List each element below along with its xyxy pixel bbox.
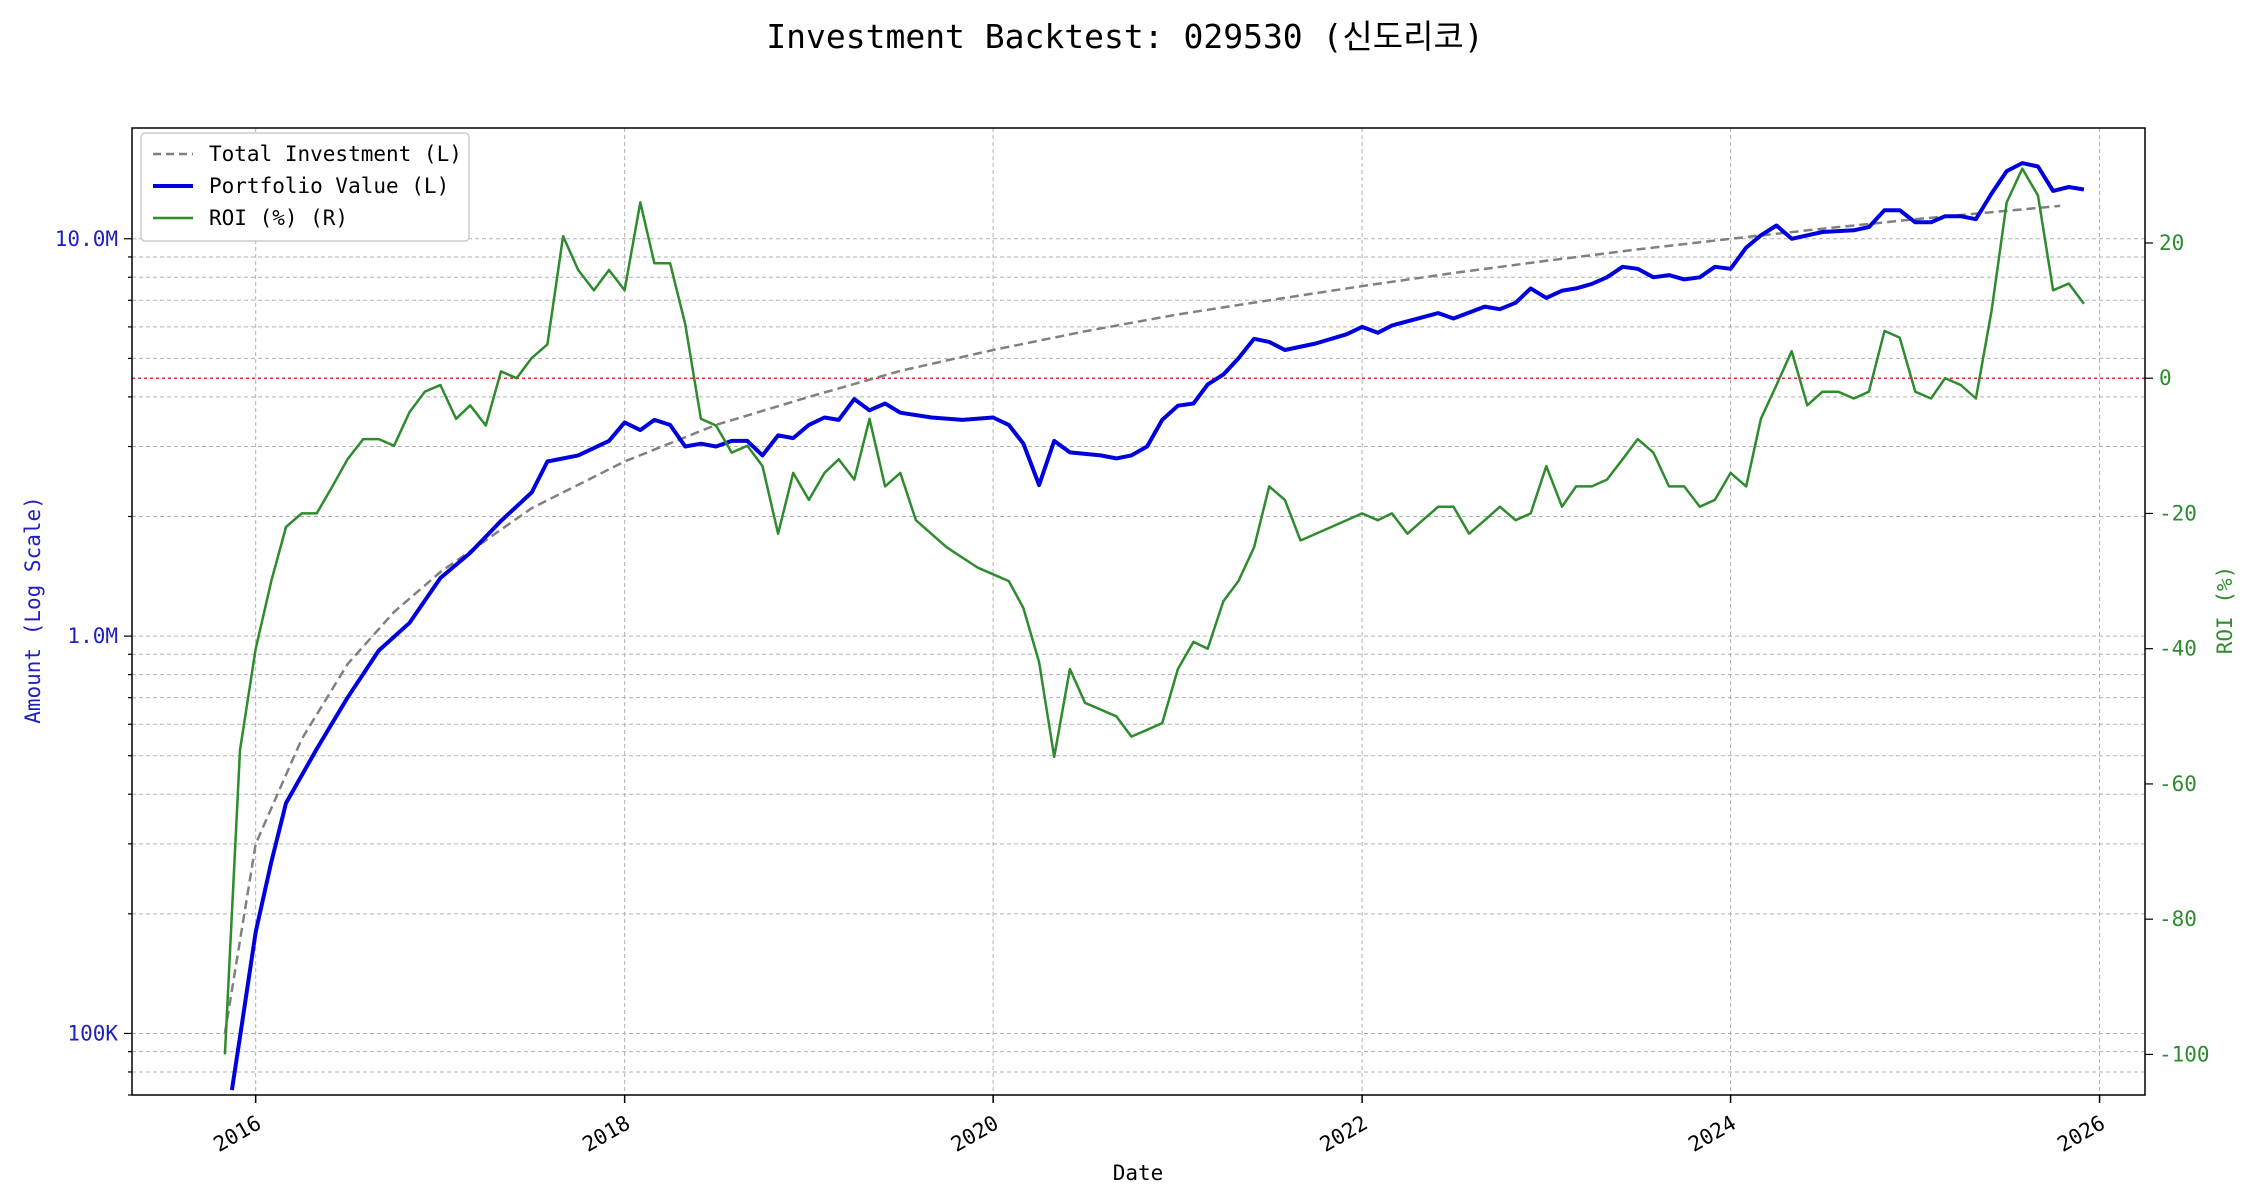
- y-right-tick-label: -40: [2159, 637, 2197, 661]
- x-tick-label: 2018: [578, 1111, 634, 1157]
- x-tick-label: 2026: [2053, 1111, 2109, 1157]
- x-tick-label: 2022: [1316, 1111, 1372, 1157]
- x-tick-label: 2024: [1684, 1111, 1740, 1157]
- y-right-axis-label: ROI (%): [2213, 566, 2237, 655]
- roi-line: [223, 167, 2085, 1055]
- plot-frame: [131, 127, 2146, 1096]
- y-left-tick-label: 10.0M: [55, 227, 118, 251]
- x-axis: 2016 2018 2020 2022 2024 2026: [209, 1095, 2109, 1157]
- grid: [132, 128, 2145, 1096]
- y-left-axis: 100K 1.0M 10.0M: [55, 227, 132, 1096]
- y-right-tick-label: -60: [2159, 772, 2197, 796]
- x-tick-label: 2020: [947, 1111, 1003, 1157]
- x-axis-label: Date: [1113, 1161, 1164, 1185]
- chart-title: Investment Backtest: 029530 (신도리코): [766, 17, 1483, 56]
- portfolio-value-line: [229, 161, 2085, 1091]
- series-layer: [223, 161, 2085, 1091]
- legend-label: ROI (%) (R): [209, 206, 348, 230]
- total-investment-line: [223, 204, 2061, 1034]
- y-right-tick-label: -80: [2159, 907, 2197, 931]
- legend-label: Portfolio Value (L): [209, 174, 449, 198]
- y-right-tick-label: -20: [2159, 501, 2197, 525]
- y-right-axis: -100 -80 -60 -40 -20 0 20: [2145, 231, 2210, 1066]
- y-right-tick-label: 20: [2159, 231, 2184, 255]
- y-left-axis-label: Amount (Log Scale): [21, 496, 45, 724]
- legend-box: [140, 132, 470, 242]
- legend: Total Investment (L) Portfolio Value (L) R…: [140, 132, 470, 242]
- x-tick-label: 2016: [209, 1111, 265, 1157]
- y-left-tick-label: 1.0M: [67, 624, 118, 648]
- y-left-tick-label: 100K: [67, 1021, 118, 1045]
- legend-label: Total Investment (L): [209, 142, 462, 166]
- y-right-tick-label: -100: [2159, 1042, 2210, 1066]
- y-right-tick-label: 0: [2159, 366, 2172, 390]
